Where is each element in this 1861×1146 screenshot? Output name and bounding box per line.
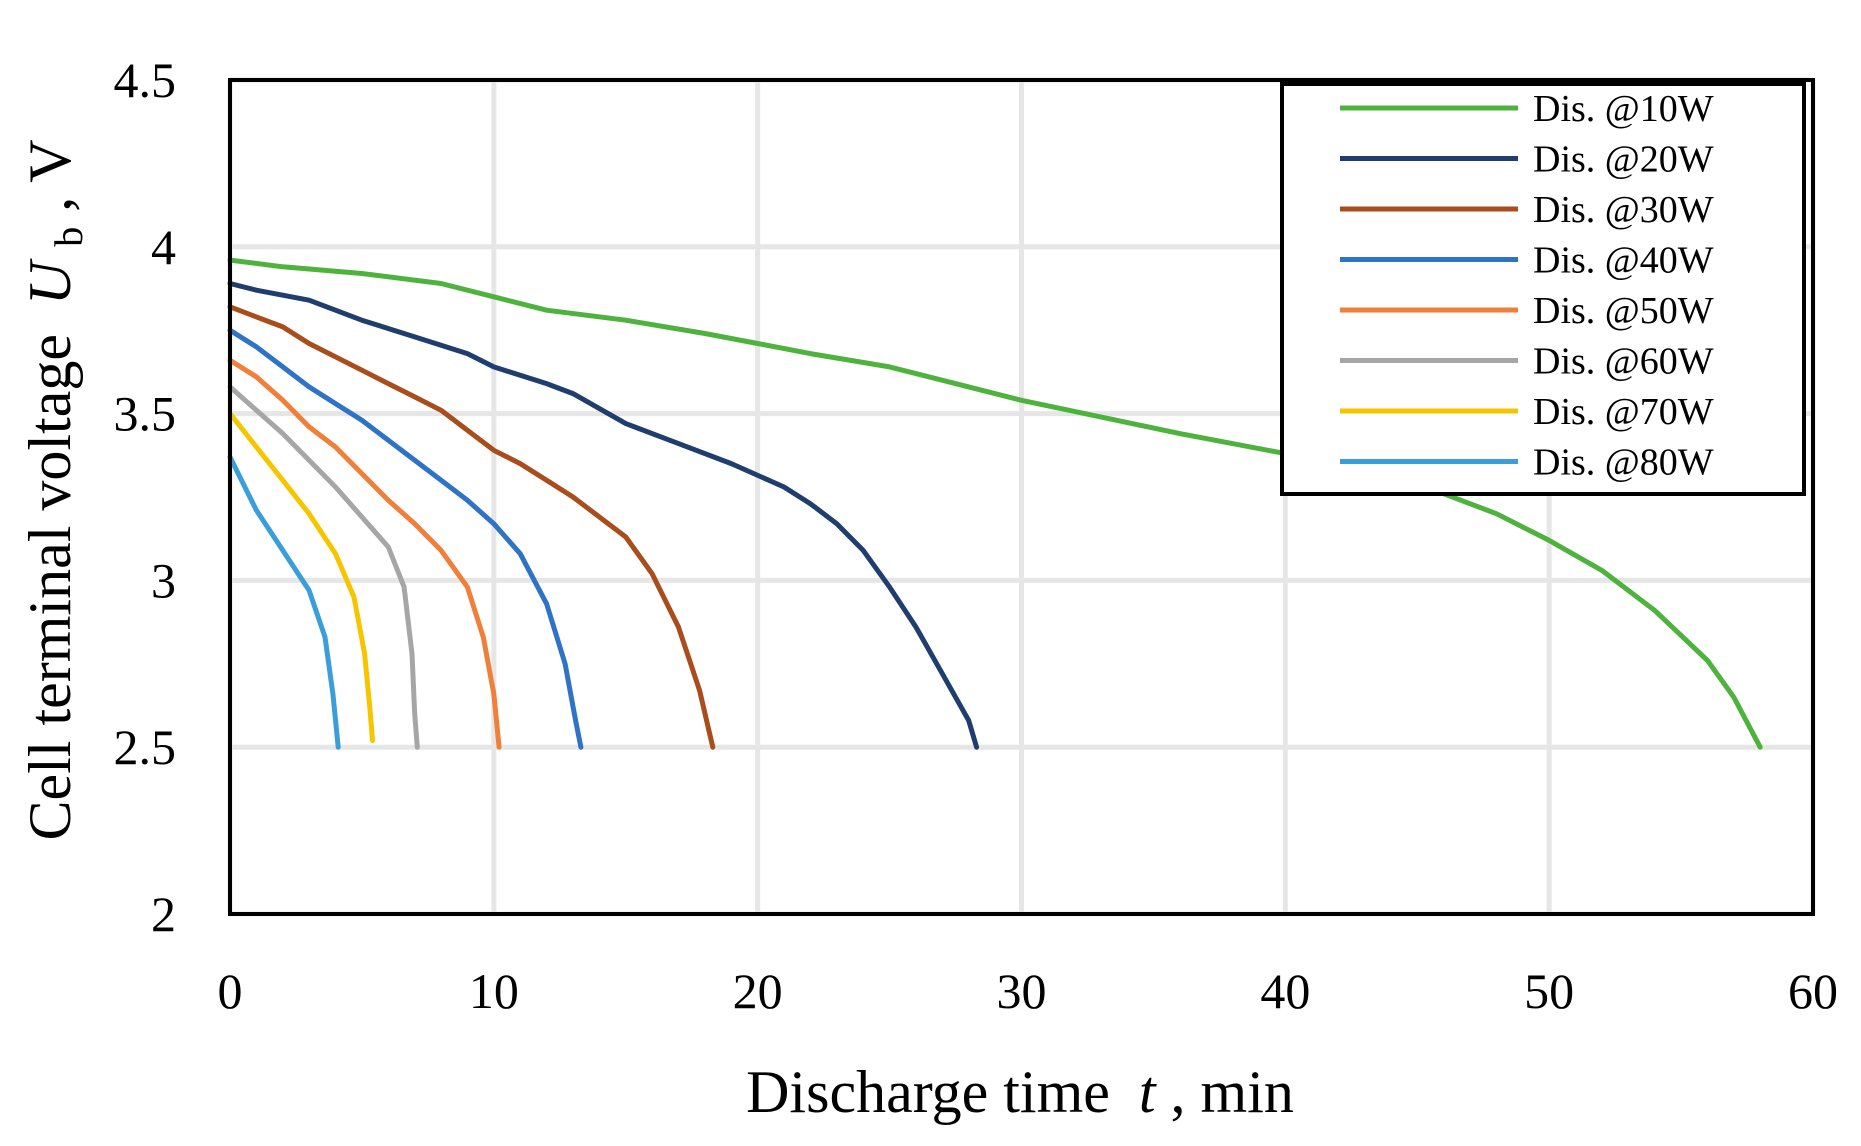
y-tick-label: 4.5 — [114, 52, 177, 108]
y-axis-title: Cell terminal voltage U b , V — [17, 139, 95, 840]
x-tick-label: 10 — [469, 963, 519, 1019]
x-tick-label: 40 — [1260, 963, 1310, 1019]
x-axis-unit: , min — [1171, 1059, 1294, 1125]
x-tick-label: 20 — [733, 963, 783, 1019]
legend-label: Dis. @40W — [1533, 240, 1714, 282]
legend-label: Dis. @30W — [1533, 189, 1714, 231]
y-axis-variable: U — [17, 258, 83, 305]
series-line — [227, 454, 341, 750]
legend-label: Dis. @20W — [1533, 139, 1714, 181]
x-tick-label: 30 — [997, 963, 1047, 1019]
legend-label: Dis. @50W — [1533, 290, 1714, 332]
series-line — [227, 281, 980, 750]
x-tick-labels: 0 10 20 30 40 50 60 — [218, 963, 1839, 1019]
series-line — [227, 304, 716, 750]
legend-label: Dis. @80W — [1533, 442, 1714, 484]
y-axis-unit: , V — [17, 139, 83, 211]
series-line — [227, 357, 502, 750]
x-axis-title: Discharge time t , min — [746, 1059, 1294, 1125]
y-tick-label: 3 — [151, 552, 176, 608]
series-line — [227, 411, 375, 743]
y-tick-label: 3.5 — [114, 386, 177, 442]
series-line — [227, 384, 420, 750]
legend: Dis. @10W Dis. @20W Dis. @30W Dis. @40W Dis.… — [1280, 82, 1806, 496]
series-group — [227, 257, 1763, 750]
x-axis-variable: t — [1139, 1059, 1157, 1125]
y-axis-subscript: b — [46, 227, 91, 247]
legend-label: Dis. @10W — [1533, 88, 1714, 130]
plot-frame — [228, 78, 1815, 916]
x-tick-label: 0 — [218, 963, 243, 1019]
y-axis-title-text: Cell terminal voltage — [17, 334, 83, 841]
y-tick-label: 4 — [151, 219, 176, 275]
y-tick-labels: 2 2.5 3 3.5 4 4.5 — [114, 52, 177, 942]
legend-label: Dis. @60W — [1533, 341, 1714, 383]
series-line — [227, 327, 584, 750]
x-tick-label: 50 — [1524, 963, 1574, 1019]
x-tick-label: 60 — [1788, 963, 1838, 1019]
series-line — [227, 257, 1763, 750]
legend-box — [1280, 82, 1806, 496]
y-tick-label: 2 — [151, 886, 176, 942]
legend-label: Dis. @70W — [1533, 391, 1714, 433]
y-tick-label: 2.5 — [114, 719, 177, 775]
x-axis-title-text: Discharge time — [746, 1059, 1110, 1125]
